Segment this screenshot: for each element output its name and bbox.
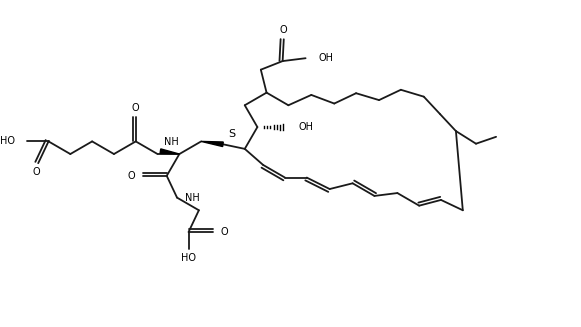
Text: O: O — [220, 227, 228, 237]
Text: OH: OH — [299, 122, 314, 132]
Text: O: O — [127, 171, 135, 181]
Text: NH: NH — [185, 193, 200, 203]
Polygon shape — [160, 149, 180, 154]
Text: O: O — [32, 167, 40, 177]
Text: OH: OH — [318, 53, 333, 63]
Text: NH: NH — [164, 137, 179, 146]
Polygon shape — [201, 141, 223, 146]
Text: HO: HO — [0, 136, 15, 146]
Text: O: O — [280, 25, 288, 35]
Text: S: S — [229, 129, 236, 139]
Text: O: O — [132, 103, 139, 113]
Text: HO: HO — [181, 253, 196, 264]
